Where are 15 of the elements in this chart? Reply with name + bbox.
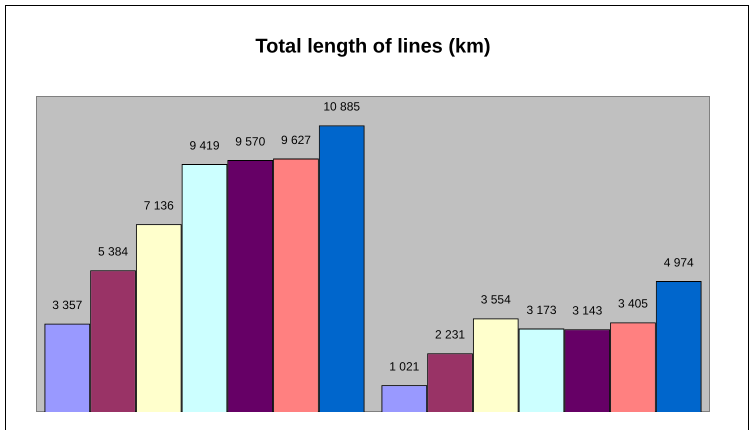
- data-label: 9 570: [235, 134, 266, 148]
- data-label: 7 136: [144, 198, 174, 212]
- data-label: 3 173: [526, 302, 557, 317]
- data-label: 9 419: [189, 138, 220, 152]
- data-label: 4 974: [664, 255, 694, 270]
- data-label: 3 554: [480, 292, 512, 307]
- data-label: 3 357: [52, 298, 83, 312]
- data-label: 1 021: [389, 359, 420, 374]
- data-label: 2 231: [435, 328, 466, 342]
- data-label: 3 405: [618, 296, 648, 311]
- chart-title: Total length of lines (km): [255, 36, 491, 58]
- data-label: 9 627: [280, 132, 312, 147]
- data-label: 10 885: [323, 100, 360, 114]
- data-label: 5 384: [98, 244, 128, 259]
- data-label: 3 143: [572, 304, 603, 318]
